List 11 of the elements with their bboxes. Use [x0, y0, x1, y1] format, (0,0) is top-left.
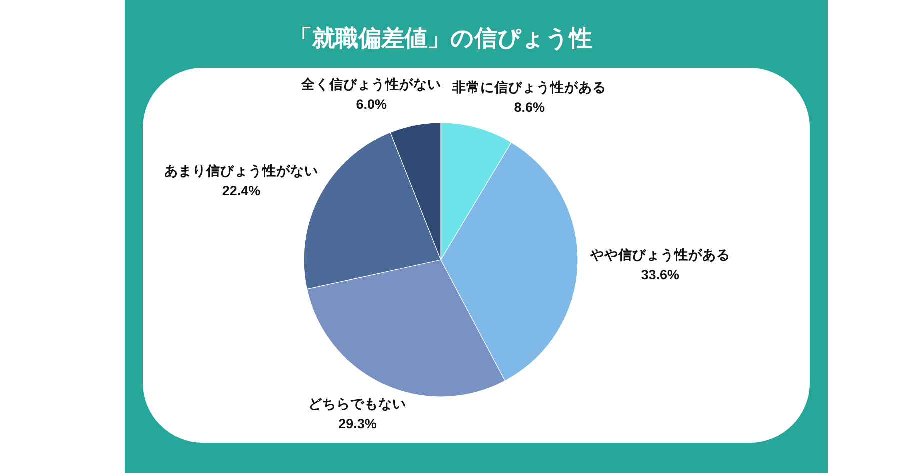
data-label: 6.0% — [356, 97, 388, 112]
slice-label: どちらでもない — [308, 396, 407, 412]
slice-label: 全く信びょう性がない — [300, 77, 442, 92]
slice-label: やや信びょう性がある — [589, 248, 730, 263]
data-label: 33.6% — [641, 268, 680, 283]
data-label: 8.6% — [514, 100, 546, 116]
slice-label: あまり信びょう性がない — [164, 164, 318, 179]
data-label: 29.3% — [338, 416, 377, 432]
data-label: 22.4% — [222, 184, 261, 199]
title: 「就職偏差値」の信ぴょう性 — [290, 25, 592, 51]
slice-label: 非常に信びょう性がある — [452, 80, 607, 96]
